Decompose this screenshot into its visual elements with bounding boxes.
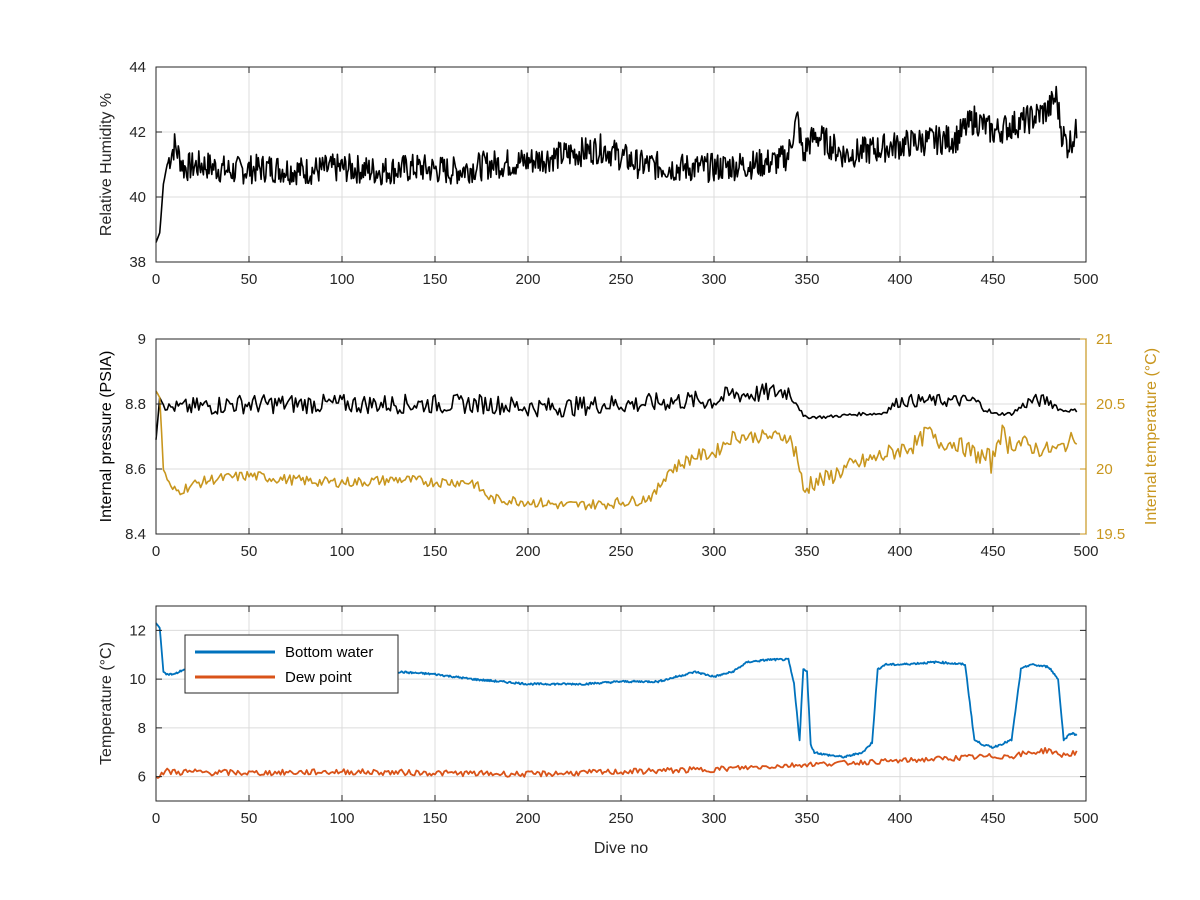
x-tick-label: 0 <box>152 271 160 288</box>
dew-point-line <box>155 747 1078 779</box>
x-tick-label: 0 <box>152 543 160 560</box>
x-tick-label: 150 <box>422 810 447 827</box>
x-tick-label: 350 <box>794 810 819 827</box>
x-tick-label: 350 <box>794 543 819 560</box>
y2-tick-label: 20 <box>1096 461 1113 478</box>
water-temperature-panel: 0 50 100 150 200 250 300 350 400 450 500 6 8 10 12 Temp… <box>98 605 1099 857</box>
x-tick-label: 400 <box>887 543 912 560</box>
y-tick-label: 40 <box>129 189 146 206</box>
x-tick-label: 50 <box>241 543 258 560</box>
x-tick-label: 400 <box>887 271 912 288</box>
x-tick-label: 100 <box>329 810 354 827</box>
y2-tick-label: 19.5 <box>1096 526 1125 543</box>
y-tick-label: 38 <box>129 254 146 271</box>
y-axis-label: Temperature (°C) <box>98 642 115 765</box>
y-tick-label: 12 <box>129 622 146 639</box>
x-tick-label: 450 <box>980 810 1005 827</box>
x-tick-label: 300 <box>701 271 726 288</box>
y-tick-label: 6 <box>138 769 146 786</box>
x-tick-label: 50 <box>241 271 258 288</box>
x-tick-label: 500 <box>1073 810 1098 827</box>
y-axis-label: Relative Humidity % <box>98 93 115 236</box>
y-tick-label: 8.4 <box>125 526 146 543</box>
y2-tick-label: 21 <box>1096 331 1113 348</box>
y-axis-label: Internal pressure (PSIA) <box>98 351 115 523</box>
y2-axis-label: Internal temperature (°C) <box>1143 348 1160 525</box>
x-axis-label: Dive no <box>594 840 648 857</box>
y-tick-label: 8 <box>138 720 146 737</box>
x-tick-label: 250 <box>608 543 633 560</box>
y-tick-label: 9 <box>138 331 146 348</box>
x-tick-label: 200 <box>515 810 540 827</box>
x-tick-label: 150 <box>422 543 447 560</box>
x-tick-label: 250 <box>608 271 633 288</box>
x-tick-label: 500 <box>1073 543 1098 560</box>
y-tick-label: 42 <box>129 124 146 141</box>
x-tick-label: 500 <box>1073 271 1098 288</box>
legend-box <box>184 634 399 694</box>
series-0-line <box>155 85 1078 243</box>
x-tick-label: 300 <box>701 543 726 560</box>
x-tick-label: 350 <box>794 271 819 288</box>
humidity-panel: 0 50 100 150 200 250 300 350 400 450 500 38 40 42 44 Re… <box>98 59 1099 288</box>
x-tick-label: 450 <box>980 271 1005 288</box>
pressure-temperature-panel: 0 50 100 150 200 250 300 350 400 450 500 8.4 8.6 8.8 9… <box>98 331 1160 560</box>
x-tick-label: 300 <box>701 810 726 827</box>
legend: Bottom water Dew point <box>184 634 399 694</box>
series-0-line <box>155 382 1078 440</box>
x-tick-label: 200 <box>515 271 540 288</box>
x-tick-label: 100 <box>329 543 354 560</box>
series-1-line <box>155 390 1078 511</box>
y-tick-label: 10 <box>129 671 146 688</box>
x-tick-label: 50 <box>241 810 258 827</box>
y-tick-label: 8.8 <box>125 396 146 413</box>
x-tick-label: 450 <box>980 543 1005 560</box>
y2-tick-label: 20.5 <box>1096 396 1125 413</box>
x-tick-label: 0 <box>152 810 160 827</box>
legend-entry: Bottom water <box>285 644 373 661</box>
x-tick-label: 250 <box>608 810 633 827</box>
y-tick-label: 8.6 <box>125 461 146 478</box>
x-tick-label: 400 <box>887 810 912 827</box>
x-tick-label: 100 <box>329 271 354 288</box>
y-tick-label: 44 <box>129 59 146 76</box>
legend-entry: Dew point <box>285 669 353 686</box>
x-tick-label: 150 <box>422 271 447 288</box>
x-tick-label: 200 <box>515 543 540 560</box>
